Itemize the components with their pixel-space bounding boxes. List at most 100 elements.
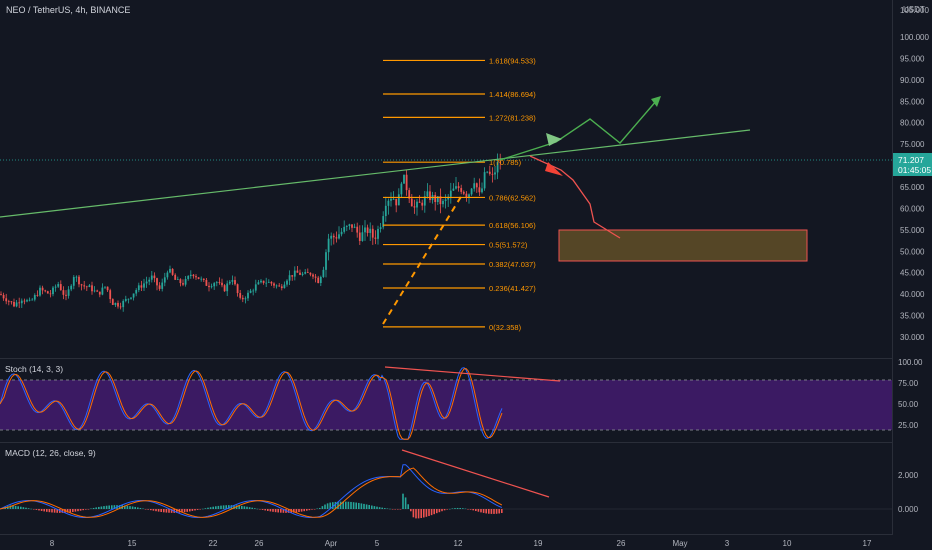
candle-body: [93, 290, 96, 292]
candlestick-series[interactable]: [0, 153, 502, 312]
macd-histogram-bar: [92, 507, 95, 509]
candle-body: [254, 284, 257, 291]
macd-histogram-bar: [30, 508, 32, 510]
candle-body: [314, 276, 317, 278]
candle-body: [163, 277, 166, 283]
time-axis-label: 12: [454, 539, 463, 548]
stoch-d-line[interactable]: [0, 367, 503, 440]
candle-body: [455, 186, 457, 189]
macd-indicator[interactable]: [0, 464, 892, 519]
stoch-title[interactable]: Stoch (14, 3, 3): [5, 364, 63, 374]
candle-body: [270, 281, 273, 284]
macd-histogram-bar: [108, 505, 110, 509]
macd-histogram-bar: [261, 509, 264, 510]
macd-histogram-bar: [404, 497, 407, 509]
macd-signal-line[interactable]: [0, 467, 503, 518]
fibonacci-extension[interactable]: 1.618(94.533) 1.414(86.694) 1.272(81.238) 1…: [383, 56, 536, 332]
candle-body: [153, 275, 156, 279]
stoch-divergence-line[interactable]: [384, 366, 561, 382]
macd-axis-label: 0.000: [898, 505, 919, 514]
candle-body: [158, 285, 161, 289]
candle-body: [382, 216, 385, 228]
candle-body: [15, 302, 18, 307]
macd-histogram-bar: [163, 509, 165, 513]
candle-body: [249, 290, 252, 293]
candle-body: [421, 202, 424, 206]
macd-histogram-bar: [228, 505, 230, 509]
target-zone-box[interactable]: [558, 229, 808, 262]
candle-body: [426, 191, 429, 197]
macd-histogram-bar: [165, 509, 168, 513]
stoch-axis-label: 25.00: [898, 421, 919, 430]
macd-histogram-bar: [498, 509, 500, 514]
macd-histogram-bar: [352, 502, 355, 509]
candle-body: [28, 299, 31, 301]
symbol-title[interactable]: NEO / TetherUS, 4h, BINANCE: [6, 5, 130, 15]
ascending-trendline[interactable]: [0, 129, 751, 218]
candle-body: [96, 290, 99, 292]
projection-down-path[interactable]: [529, 155, 621, 239]
macd-histogram-bar: [87, 509, 90, 510]
candle-body: [244, 298, 247, 300]
candle-body: [293, 270, 296, 277]
time-axis-label: May: [672, 539, 687, 548]
macd-histogram-bar: [477, 509, 480, 512]
candle-body: [75, 276, 78, 278]
time-axis-label: 8: [50, 539, 55, 548]
macd-histogram-bar: [298, 509, 300, 513]
candle-body: [54, 286, 57, 288]
macd-histogram-bar: [142, 508, 144, 510]
macd-histogram-bar: [155, 509, 157, 512]
macd-histogram-bar: [43, 509, 45, 512]
projection-up-path[interactable]: [499, 99, 658, 161]
candle-body: [39, 287, 41, 296]
candle-body: [78, 276, 80, 285]
macd-histogram-bar: [295, 509, 298, 513]
candle-body: [377, 228, 379, 239]
macd-divergence-line[interactable]: [401, 449, 550, 498]
macd-histogram-bar: [371, 505, 373, 509]
fib-anchor-dashed-line[interactable]: [382, 194, 463, 325]
candle-body: [449, 190, 452, 197]
macd-histogram-bar: [259, 509, 261, 510]
candle-body: [418, 201, 421, 203]
macd-histogram-bar: [391, 509, 394, 510]
macd-histogram-bar: [61, 509, 64, 513]
macd-histogram-bar: [389, 508, 391, 510]
macd-title[interactable]: MACD (12, 26, close, 9): [5, 448, 96, 458]
macd-histogram-bar: [449, 508, 451, 510]
price-axis[interactable]: 105.000 100.000 95.000 90.000 85.000 80.000 75…: [900, 6, 929, 342]
macd-histogram-bar: [254, 508, 256, 509]
candle-body: [488, 171, 491, 174]
macd-histogram-bar: [27, 508, 30, 509]
price-axis-label: 50.000: [900, 247, 925, 256]
time-axis[interactable]: 8 15 22 26 Apr 5 12 19 26 May 3 10 17: [50, 539, 872, 548]
macd-histogram-bar: [365, 504, 368, 509]
candle-body: [462, 191, 465, 194]
macd-histogram-bar: [415, 509, 417, 519]
candle-body: [353, 226, 356, 228]
candle-body: [195, 276, 197, 278]
candle-body: [358, 232, 361, 241]
stoch-k-line[interactable]: [0, 367, 503, 440]
macd-histogram-bar: [373, 506, 376, 509]
candle-body: [72, 277, 75, 286]
macd-histogram-bar: [446, 509, 448, 510]
price-axis-label: 60.000: [900, 204, 925, 213]
price-axis-label: 105.000: [900, 6, 929, 15]
macd-histogram-bar: [105, 505, 108, 509]
macd-histogram-bar: [467, 509, 469, 510]
candle-body: [83, 285, 86, 287]
candle-body: [18, 302, 21, 304]
macd-histogram-bar: [438, 509, 441, 513]
macd-line[interactable]: [0, 464, 502, 518]
time-axis-label: 19: [534, 539, 543, 548]
candle-body: [205, 279, 208, 286]
candle-body: [161, 282, 164, 289]
candle-body: [187, 275, 190, 280]
candle-body: [143, 283, 145, 288]
macd-histogram-bar: [376, 506, 378, 509]
stoch-oscillator[interactable]: [0, 367, 503, 440]
macd-histogram-bar: [48, 509, 51, 513]
